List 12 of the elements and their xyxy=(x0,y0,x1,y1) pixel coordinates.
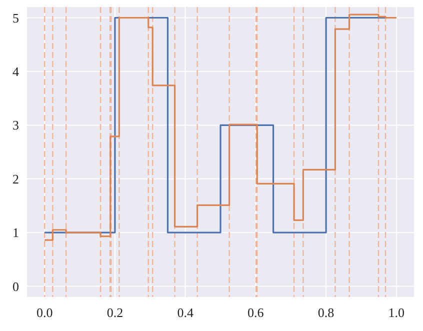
y-tick-label: 4 xyxy=(12,64,20,79)
y-tick-label: 1 xyxy=(12,225,19,240)
x-tick-label: 0.4 xyxy=(177,305,194,320)
y-tick-label: 5 xyxy=(12,10,19,26)
x-tick-label: 0.2 xyxy=(106,305,124,320)
x-tick-label: 0.8 xyxy=(318,305,334,320)
y-tick-label: 2 xyxy=(12,171,19,186)
x-tick-label: 1.0 xyxy=(388,305,405,320)
y-tick-label: 0 xyxy=(12,278,19,294)
x-tick-label: 0.6 xyxy=(248,305,264,320)
x-tick-label: 0.0 xyxy=(36,305,53,320)
y-tick-label: 3 xyxy=(12,118,19,133)
